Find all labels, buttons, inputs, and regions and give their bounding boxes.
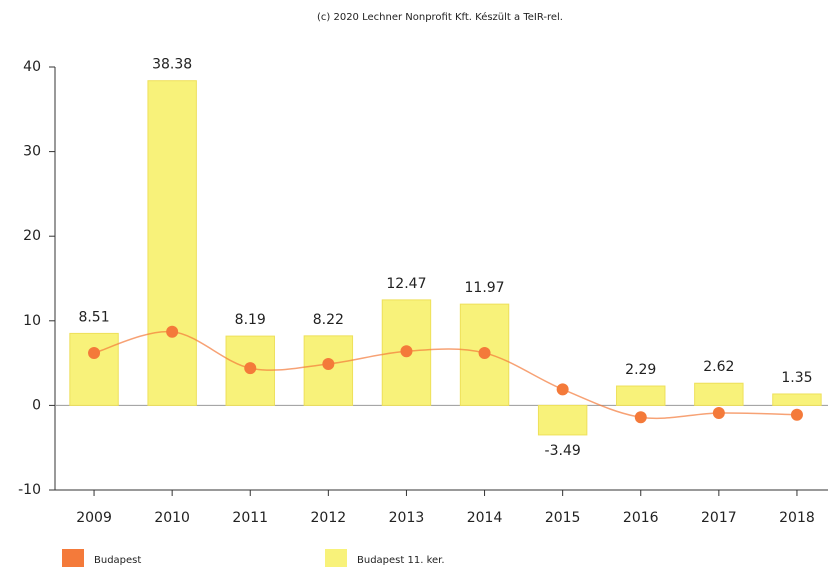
legend-label: Budapest (94, 555, 141, 566)
data-label: 8.22 (313, 312, 344, 328)
legend-swatch (325, 549, 347, 567)
x-tick-label: 2010 (154, 510, 190, 526)
y-tick-label: -10 (18, 482, 41, 498)
data-label: 38.38 (152, 57, 192, 73)
point (400, 345, 413, 358)
point (556, 383, 569, 396)
y-tick-label: 30 (23, 144, 41, 160)
bar (69, 332, 119, 406)
point (712, 407, 725, 420)
x-tick-label: 2018 (779, 510, 815, 526)
bar (303, 335, 354, 406)
y-tick-label: 20 (23, 228, 41, 244)
y-tick-label: 0 (32, 397, 41, 413)
bar (694, 382, 744, 406)
bar (772, 393, 822, 406)
data-label: 1.35 (781, 370, 812, 386)
chart-title: (c) 2020 Lechner Nonprofit Kft. Készült … (317, 11, 563, 23)
point (88, 346, 101, 359)
x-tick-label: 2011 (232, 510, 268, 526)
point (634, 411, 647, 424)
x-tick-label: 2014 (467, 510, 503, 526)
data-label: 2.62 (703, 359, 734, 375)
data-label: 11.97 (465, 280, 505, 296)
data-label: 2.29 (625, 362, 656, 378)
y-tick-label: 10 (23, 313, 41, 329)
line (93, 330, 797, 420)
point (322, 357, 335, 370)
x-tick-label: 2017 (701, 510, 737, 526)
data-label: 8.51 (78, 309, 109, 325)
data-label: 8.19 (235, 312, 266, 328)
bar (147, 80, 197, 406)
x-tick-label: 2012 (311, 510, 347, 526)
legend-label: Budapest 11. ker. (357, 555, 445, 566)
point (244, 362, 257, 375)
x-tick-label: 2009 (76, 510, 112, 526)
legend-swatch (62, 549, 84, 567)
bar (537, 404, 588, 436)
point (790, 408, 803, 421)
x-tick-label: 2013 (389, 510, 425, 526)
data-label: -3.49 (545, 443, 581, 459)
point (166, 325, 179, 338)
point (478, 346, 491, 359)
x-tick-label: 2016 (623, 510, 659, 526)
y-tick-label: 40 (23, 59, 41, 75)
data-label: 12.47 (386, 276, 426, 292)
bar (616, 385, 666, 406)
x-tick-label: 2015 (545, 510, 581, 526)
